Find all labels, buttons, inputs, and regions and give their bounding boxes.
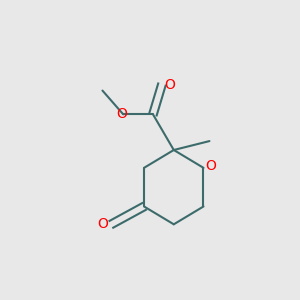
Text: O: O bbox=[97, 217, 108, 231]
Text: O: O bbox=[206, 159, 216, 173]
Text: O: O bbox=[116, 107, 127, 121]
Text: O: O bbox=[164, 78, 175, 92]
